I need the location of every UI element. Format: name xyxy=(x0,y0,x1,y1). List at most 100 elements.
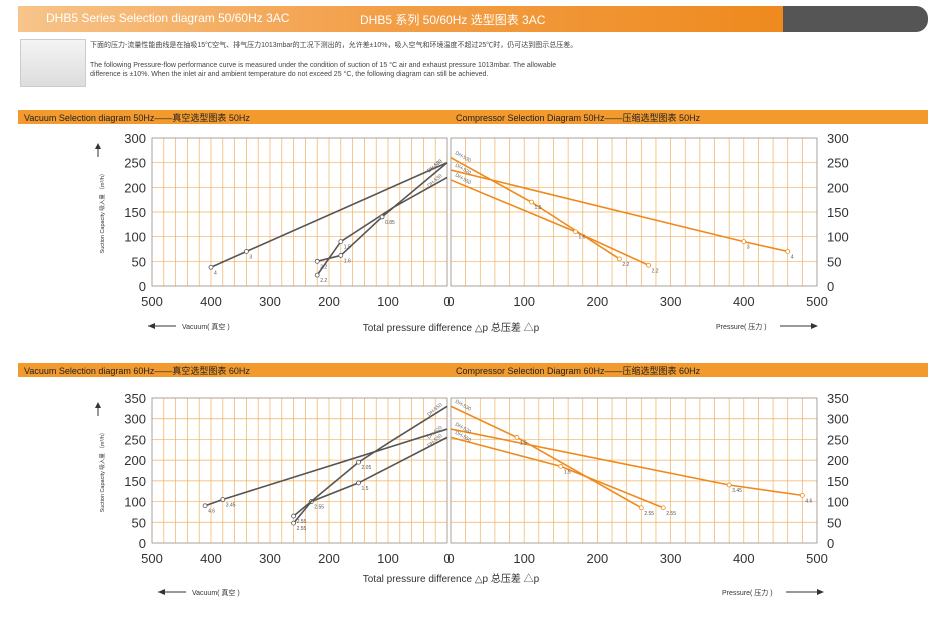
data-point xyxy=(220,497,226,502)
series-line xyxy=(450,436,664,509)
x-tick-label: 400 xyxy=(200,294,222,309)
y-tick-label: 300 xyxy=(124,131,146,146)
point-label: 1.5 xyxy=(344,245,351,251)
point-label: 1.5 xyxy=(535,205,542,211)
data-point xyxy=(243,249,249,254)
y-tick-label: 300 xyxy=(124,412,146,427)
point-label: 2.2 xyxy=(320,264,327,270)
x-tick-label: 500 xyxy=(806,294,828,309)
point-label: 2.55 xyxy=(314,505,324,511)
x-tick-label: 400 xyxy=(733,551,755,566)
y-tick-label: 250 xyxy=(827,432,849,447)
x-tick-label: 500 xyxy=(141,294,163,309)
data-point xyxy=(726,482,732,488)
series-line xyxy=(317,162,448,263)
x-tick-label: 100 xyxy=(377,294,399,309)
vacuum-arrow-head xyxy=(158,589,165,595)
point-label: 3.45 xyxy=(226,503,236,509)
x-tick-label: 300 xyxy=(660,294,682,309)
data-point xyxy=(338,253,344,258)
data-point xyxy=(638,505,644,511)
x-tick-label: 0 xyxy=(447,551,454,566)
point-label: 3 xyxy=(747,245,750,251)
data-point xyxy=(202,503,208,509)
point-label: 3 xyxy=(249,254,252,260)
y-tick-label: 350 xyxy=(827,391,849,406)
point-label: 1.5 xyxy=(520,440,527,446)
data-point xyxy=(573,229,578,235)
y-tick-label: 0 xyxy=(827,279,834,294)
vacuum-axis-label: Vacuum( 真空 ) xyxy=(192,588,240,597)
plot-frame xyxy=(450,137,818,287)
header-title-en: DHB5 Series Selection diagram 50/60Hz 3A… xyxy=(46,11,290,25)
point-label: 4 xyxy=(214,270,217,276)
x-tick-label: 300 xyxy=(259,551,281,566)
x-tick-label: 500 xyxy=(806,551,828,566)
point-label: 0.85 xyxy=(385,220,395,226)
header-title-cn: DHB5 系列 50/60Hz 选型图表 3AC xyxy=(360,13,546,27)
x-axis-title: Total pressure difference △p 总压差 △p xyxy=(363,572,540,585)
point-label: 1.6 xyxy=(344,258,351,264)
y-tick-label: 50 xyxy=(827,254,841,269)
y-tick-label: 250 xyxy=(124,432,146,447)
x-tick-label: 500 xyxy=(141,551,163,566)
y-arrow-head xyxy=(95,402,101,408)
x-tick-label: 100 xyxy=(377,551,399,566)
series-line xyxy=(450,179,649,267)
x-tick-label: 400 xyxy=(200,551,222,566)
point-label: 4.6 xyxy=(805,498,812,504)
data-point xyxy=(314,258,320,264)
x-tick-label: 400 xyxy=(733,294,755,309)
blower-image xyxy=(20,39,86,87)
vacuum-axis-label: Vacuum( 真空 ) xyxy=(182,322,230,331)
vacuum-arrow-head xyxy=(148,323,155,329)
y-tick-label: 300 xyxy=(827,412,849,427)
data-point xyxy=(356,459,361,465)
header-bar xyxy=(18,6,783,32)
y-tick-label: 100 xyxy=(124,230,146,245)
data-point xyxy=(338,239,344,245)
point-label: 4 xyxy=(791,254,794,260)
plot-frame xyxy=(151,397,448,544)
x-tick-label: 200 xyxy=(587,551,609,566)
data-point xyxy=(741,239,747,245)
y-tick-label: 200 xyxy=(827,453,849,468)
point-label: 2.55 xyxy=(297,526,307,532)
point-label: 2.2 xyxy=(652,268,659,274)
intro-cn: 下面的压力-流量性能曲线是在抽吸15℃空气、排气压力1013mbar的工况下测出… xyxy=(90,42,578,49)
point-label: 2.55 xyxy=(666,511,676,517)
y-tick-label: 50 xyxy=(132,254,146,269)
pressure-axis-label: Pressure( 压力 ) xyxy=(722,588,773,597)
comp50-title: Compressor Selection Diagram 50Hz——压缩选型图… xyxy=(456,113,701,123)
point-label: 4.6 xyxy=(208,509,215,515)
y-tick-label: 100 xyxy=(124,495,146,510)
series-name: DH-530 xyxy=(454,399,472,413)
series-line xyxy=(292,436,448,524)
x-tick-label: 0 xyxy=(443,294,450,309)
y-tick-label: 0 xyxy=(827,536,834,551)
data-point xyxy=(314,272,320,278)
point-label: 2.55 xyxy=(297,519,307,525)
y-tick-label: 300 xyxy=(827,131,849,146)
data-point xyxy=(799,492,805,498)
y-tick-label: 250 xyxy=(124,156,146,171)
y-tick-label: 350 xyxy=(124,391,146,406)
series-line xyxy=(450,405,642,509)
y-tick-label: 0 xyxy=(139,536,146,551)
section-bar-60hz xyxy=(18,363,928,377)
data-point xyxy=(785,249,791,254)
point-label: 1.5 xyxy=(564,469,571,475)
data-point xyxy=(529,199,534,205)
data-point xyxy=(208,264,214,270)
series-line xyxy=(293,405,448,517)
y-tick-label: 200 xyxy=(827,180,849,195)
data-point xyxy=(291,513,297,519)
point-label: 1.5 xyxy=(362,486,369,492)
y-tick-label: 50 xyxy=(132,515,146,530)
data-point xyxy=(646,262,652,268)
y-tick-label: 200 xyxy=(124,453,146,468)
y-tick-label: 100 xyxy=(827,495,849,510)
header-bar-end xyxy=(783,6,928,32)
y-axis-title: Suction Capacity 吸入量 （m³/h） xyxy=(99,171,106,254)
